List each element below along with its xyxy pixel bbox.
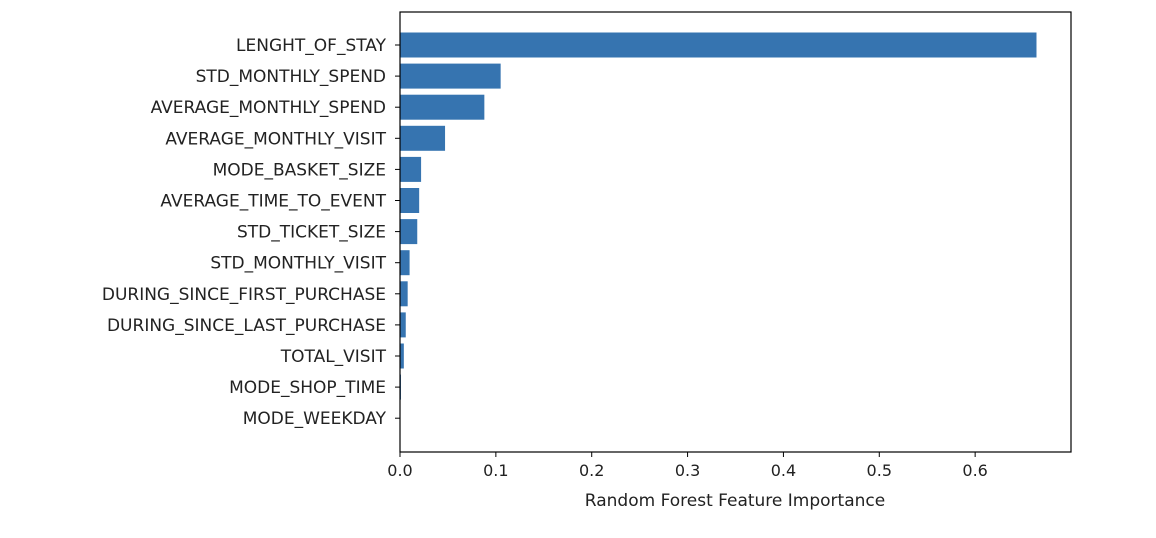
y-tick-label: AVERAGE_MONTHLY_VISIT — [165, 129, 386, 149]
y-tick-label: STD_MONTHLY_VISIT — [210, 254, 386, 274]
bar-during-since-first-purchase — [400, 281, 408, 306]
y-tick-label: TOTAL_VISIT — [280, 347, 387, 367]
y-tick-label: MODE_BASKET_SIZE — [213, 160, 386, 180]
y-tick-label: AVERAGE_TIME_TO_EVENT — [160, 192, 386, 212]
x-tick-label: 0.3 — [675, 461, 700, 480]
y-tick-label: STD_TICKET_SIZE — [237, 223, 386, 243]
y-tick-label: STD_MONTHLY_SPEND — [196, 67, 386, 87]
bar-lenght-of-stay — [400, 33, 1036, 58]
x-tick-label: 0.0 — [387, 461, 412, 480]
bar-std-ticket-size — [400, 219, 417, 244]
bar-during-since-last-purchase — [400, 312, 406, 337]
y-tick-label: MODE_WEEKDAY — [243, 409, 387, 429]
x-tick-label: 0.6 — [962, 461, 987, 480]
x-axis: 0.0 0.1 0.2 0.3 0.4 0.5 0.6 — [387, 452, 988, 480]
y-tick-label: MODE_SHOP_TIME — [229, 378, 386, 398]
bar-average-monthly-visit — [400, 126, 445, 151]
bars-layer — [400, 33, 1036, 431]
bar-mode-basket-size — [400, 157, 421, 182]
bar-std-monthly-visit — [400, 250, 410, 275]
x-tick-label: 0.4 — [771, 461, 796, 480]
x-axis-title: Random Forest Feature Importance — [585, 491, 885, 511]
bar-std-monthly-spend — [400, 64, 501, 89]
x-tick-label: 0.1 — [483, 461, 508, 480]
y-tick-label: DURING_SINCE_LAST_PURCHASE — [107, 316, 386, 336]
bar-average-time-to-event — [400, 188, 419, 213]
y-tick-label: LENGHT_OF_STAY — [236, 36, 387, 56]
y-axis: LENGHT_OF_STAY STD_MONTHLY_SPEND AVERAGE_M… — [102, 36, 400, 429]
x-tick-label: 0.5 — [867, 461, 892, 480]
y-tick-label: AVERAGE_MONTHLY_SPEND — [151, 98, 386, 118]
x-tick-label: 0.2 — [579, 461, 604, 480]
y-tick-label: DURING_SINCE_FIRST_PURCHASE — [102, 285, 386, 305]
bar-average-monthly-spend — [400, 95, 484, 120]
